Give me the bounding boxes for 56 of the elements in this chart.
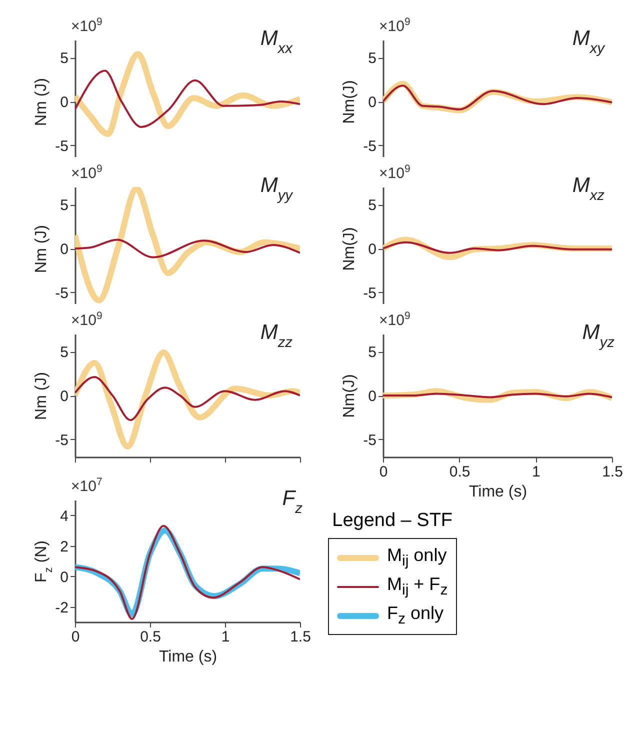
y-tick-label: 5 xyxy=(368,197,376,214)
y-tick-label: -5 xyxy=(363,432,376,449)
x-tick-label: 0 xyxy=(379,464,388,480)
y-tick-label: -2 xyxy=(55,599,68,616)
y-axis-title: Nm(J) xyxy=(341,227,358,271)
y-tick-label: 5 xyxy=(368,344,376,362)
y-tick-label: -5 xyxy=(55,432,68,449)
y-tick-label: -5 xyxy=(55,284,68,302)
y-axis-title: Nm (J) xyxy=(33,225,50,273)
x-tick-label: 1 xyxy=(532,464,540,480)
annotation: ×10$^{9}$ xyxy=(71,310,102,329)
y-tick-label: 5 xyxy=(60,50,68,68)
legend-label: M$_{ij}$ only xyxy=(387,545,447,570)
chart-title: M$_{xy}$ xyxy=(572,27,606,57)
annotation: ×10$^{9}$ xyxy=(71,163,102,182)
x-axis-title: Time (s) xyxy=(468,484,528,500)
x-tick-label: 1.5 xyxy=(290,628,311,646)
x-tick-label: 0 xyxy=(71,628,80,646)
text: ×10$^{9}$ xyxy=(379,16,410,35)
chart-title: M$_{xz}$ xyxy=(572,174,606,204)
annotation: ×10$^{9}$ xyxy=(379,163,410,182)
chart-title: M$_{yy}$ xyxy=(260,174,294,204)
x-tick-label: 1.5 xyxy=(602,464,623,480)
y-tick-label: 0 xyxy=(60,94,68,111)
text: ×10$^{7}$ xyxy=(71,476,102,495)
y-tick-label: -5 xyxy=(363,138,376,155)
legend-label: M$_{ij}$ + F$_{z}$ xyxy=(387,574,448,599)
legend-label: F$_{z}$ only xyxy=(387,603,444,628)
y-tick-label: 0 xyxy=(368,94,376,111)
y-tick-label: -5 xyxy=(363,284,376,302)
chart-title: M$_{xx}$ xyxy=(260,27,294,57)
x-tick-label: 0.5 xyxy=(140,628,161,646)
y-tick-label: 0 xyxy=(60,241,68,258)
annotation: ×10$^{9}$ xyxy=(379,310,410,329)
chart-title: F$_{z}$ xyxy=(282,487,304,517)
y-tick-label: 4 xyxy=(60,508,68,525)
x-tick-label: 1 xyxy=(221,628,230,646)
legend-title: Legend – STF xyxy=(331,510,454,532)
chart-title: M$_{zz}$ xyxy=(260,321,294,351)
y-tick-label: 5 xyxy=(60,344,68,362)
y-axis-title: Nm(J) xyxy=(341,80,358,124)
y-tick-label: 5 xyxy=(60,197,68,214)
y-axis-title: Nm (J) xyxy=(33,372,50,420)
y-tick-label: 2 xyxy=(60,538,68,556)
y-tick-label: 5 xyxy=(368,50,376,68)
y-axis-title: Nm(J) xyxy=(341,374,358,418)
x-tick-label: 0.5 xyxy=(449,464,470,480)
y-tick-label: 0 xyxy=(60,388,68,405)
y-tick-label: 0 xyxy=(368,241,376,258)
text: ×10$^{9}$ xyxy=(71,16,102,35)
chart-title: M$_{yz}$ xyxy=(582,321,616,351)
y-axis-title: Nm (J) xyxy=(33,78,50,126)
y-tick-label: 0 xyxy=(60,568,68,586)
y-tick-label: -5 xyxy=(55,138,68,155)
x-axis-title: Time (s) xyxy=(158,648,218,666)
y-tick-label: 0 xyxy=(368,388,376,405)
